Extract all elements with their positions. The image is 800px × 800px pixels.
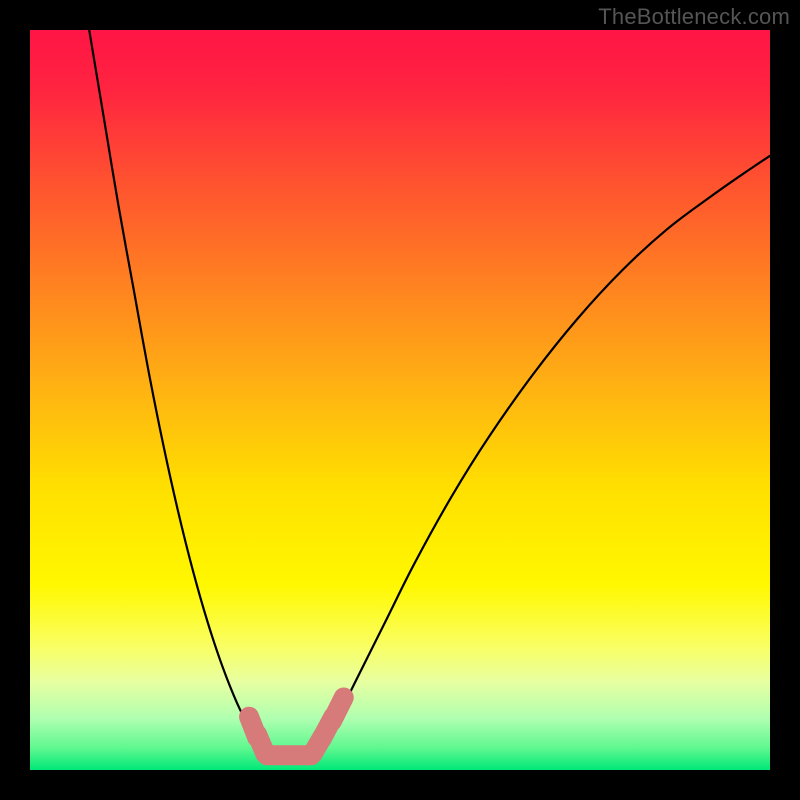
chart-root: TheBottleneck.com <box>0 0 800 800</box>
plot-background-gradient <box>30 30 770 770</box>
highlight-marker <box>332 697 344 721</box>
chart-svg <box>0 0 800 800</box>
watermark-text: TheBottleneck.com <box>598 4 790 30</box>
